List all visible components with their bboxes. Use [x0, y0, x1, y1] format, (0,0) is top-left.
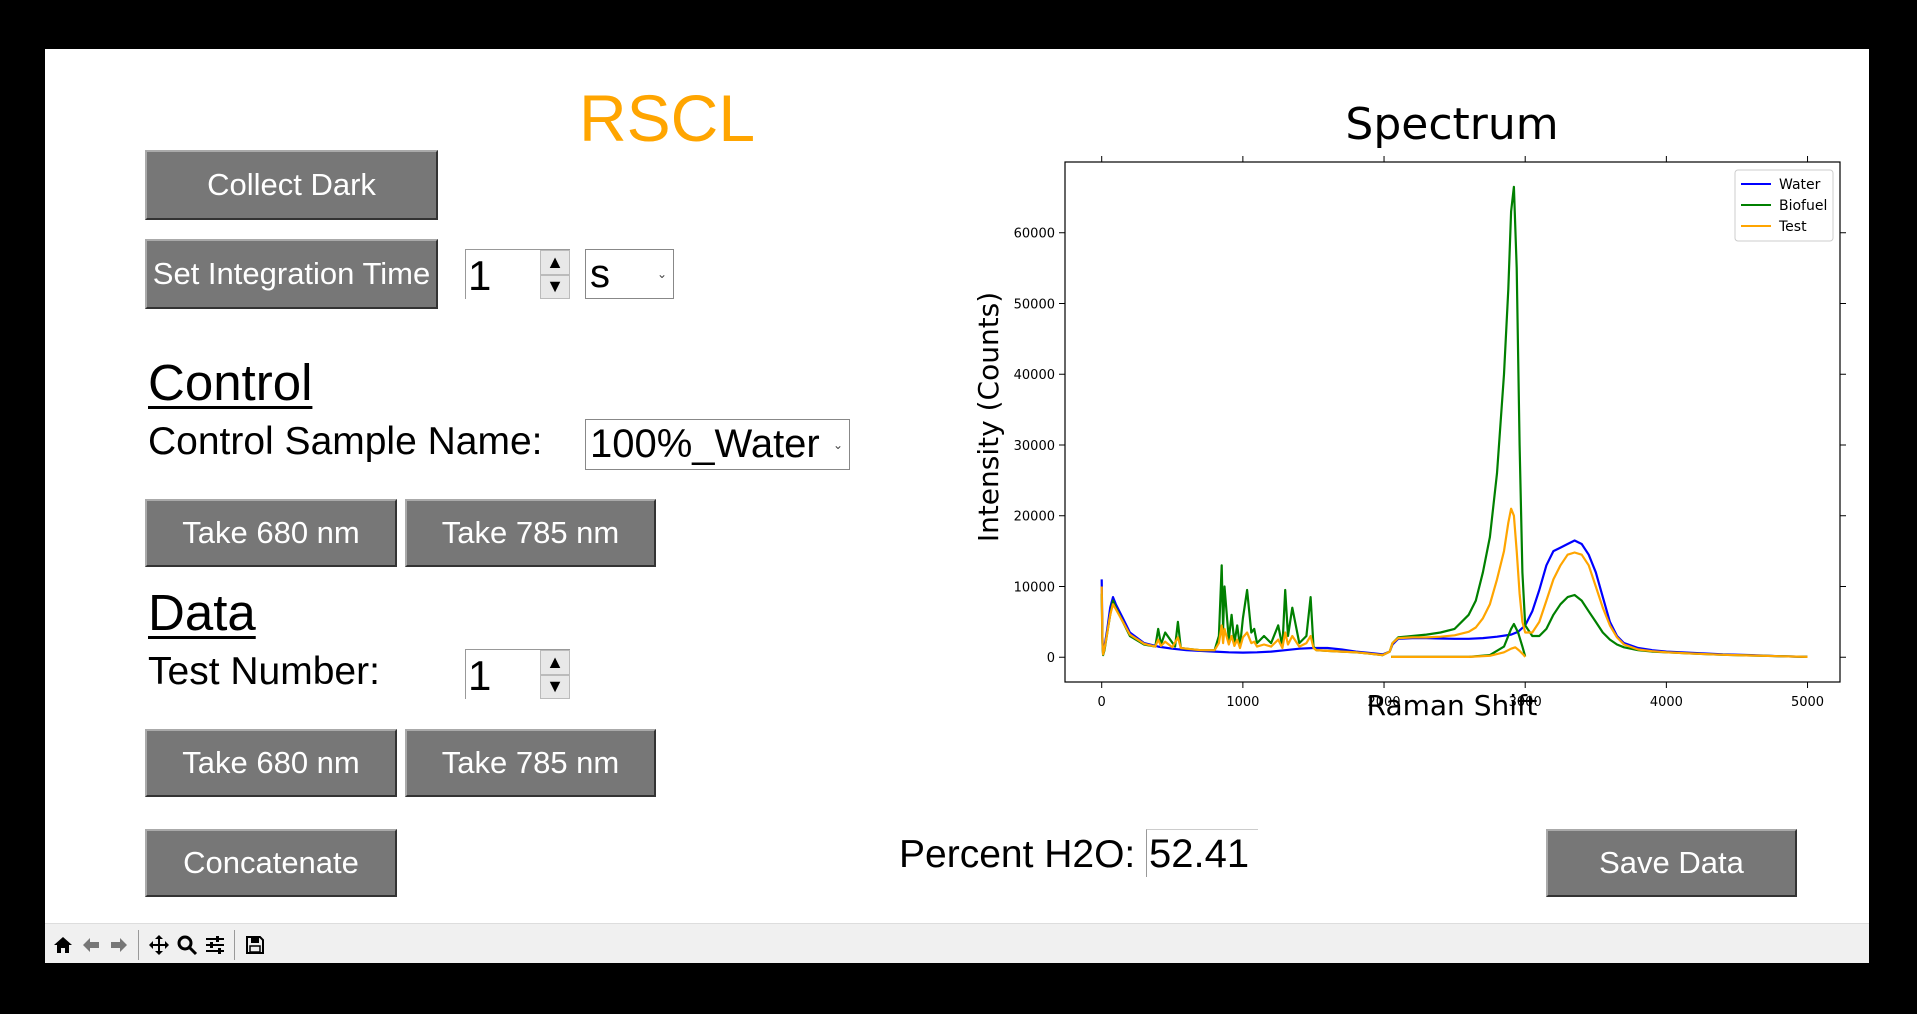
zoom-icon[interactable] — [174, 932, 200, 958]
save-data-button[interactable]: Save Data — [1546, 829, 1797, 897]
integration-time-value: 1 — [468, 252, 492, 299]
spin-arrows[interactable]: ▲ ▼ — [540, 250, 570, 299]
control-sample-name-value: 100%_Water — [590, 422, 820, 466]
percent-h2o-value: 52.41 — [1149, 832, 1250, 876]
series-line-water — [1100, 539, 1808, 658]
toolbar-separator — [138, 930, 139, 960]
concatenate-button[interactable]: Concatenate — [145, 829, 397, 897]
y-tick-label: 30000 — [1014, 439, 1055, 454]
x-tick-label: 3000 — [1509, 695, 1542, 710]
spin-arrows[interactable]: ▲ ▼ — [540, 650, 570, 699]
y-tick-label: 60000 — [1014, 227, 1055, 242]
integration-unit-value: s — [590, 252, 610, 296]
y-tick-label: 20000 — [1014, 510, 1055, 525]
forward-icon[interactable] — [106, 932, 132, 958]
chart-title: Spectrum — [1345, 99, 1558, 150]
x-tick-label: 2000 — [1367, 695, 1400, 710]
data-take-785-button[interactable]: Take 785 nm — [405, 729, 656, 797]
chart-x-label: Raman Shift — [1367, 689, 1538, 722]
legend-frame — [1734, 169, 1834, 242]
toolbar-separator — [234, 930, 235, 960]
spin-down-icon[interactable]: ▼ — [540, 674, 570, 699]
control-sample-name-select[interactable]: 100%_Water ⌄ — [585, 419, 850, 470]
chevron-down-icon: ⌄ — [656, 267, 667, 281]
legend-label: Water — [1779, 177, 1821, 193]
spin-down-icon[interactable]: ▼ — [540, 274, 570, 299]
legend-label: Biofuel — [1779, 198, 1827, 214]
legend-label: Test — [1778, 219, 1807, 235]
spin-up-icon[interactable]: ▲ — [540, 650, 570, 675]
y-tick-label: 0 — [1047, 651, 1055, 666]
matplotlib-toolbar — [45, 923, 1869, 963]
data-heading: Data — [148, 584, 256, 641]
series-line-test — [1100, 507, 1808, 658]
y-tick-label: 50000 — [1014, 297, 1055, 312]
series-line-biofuel — [1100, 185, 1808, 658]
chart-legend: Water Biofuel Test — [1734, 169, 1834, 242]
series-line-extra-4 — [1391, 646, 1527, 659]
app-title: RSCL — [579, 81, 756, 155]
percent-h2o-field: 52.41 — [1146, 829, 1258, 877]
chart-y-label: Intensity (Counts) — [972, 292, 1005, 542]
control-heading: Control — [148, 354, 313, 411]
set-integration-time-button[interactable]: Set Integration Time — [145, 239, 438, 309]
y-tick-label: 40000 — [1014, 368, 1055, 383]
data-take-680-button[interactable]: Take 680 nm — [145, 729, 397, 797]
pan-icon[interactable] — [146, 932, 172, 958]
spin-up-icon[interactable]: ▲ — [540, 250, 570, 275]
x-tick-label: 1000 — [1226, 695, 1259, 710]
control-sample-name-label: Control Sample Name: — [148, 420, 543, 463]
save-icon[interactable] — [242, 932, 268, 958]
app-window: RSCL Collect Dark Set Integration Time 1… — [45, 49, 1869, 963]
x-tick-label: 0 — [1098, 695, 1106, 710]
back-icon[interactable] — [78, 932, 104, 958]
chevron-down-icon: ⌄ — [832, 437, 843, 452]
control-take-680-button[interactable]: Take 680 nm — [145, 499, 397, 567]
plot-frame — [1064, 161, 1841, 683]
x-tick-label: 4000 — [1650, 695, 1683, 710]
control-take-785-button[interactable]: Take 785 nm — [405, 499, 656, 567]
y-tick-label: 10000 — [1014, 580, 1055, 595]
integration-unit-select[interactable]: s ⌄ — [585, 249, 674, 299]
integration-time-spinbox[interactable]: 1 ▲ ▼ — [465, 249, 570, 299]
spectrum-chart: Spectrum 0 1000 2000 3000 4000 50000100002000… — [972, 99, 1846, 722]
home-icon[interactable] — [50, 932, 76, 958]
percent-h2o-label: Percent H2O: — [899, 833, 1136, 876]
test-number-spinbox[interactable]: 1 ▲ ▼ — [465, 649, 570, 699]
test-number-value: 1 — [468, 652, 492, 699]
configure-icon[interactable] — [202, 932, 228, 958]
x-tick-label: 5000 — [1791, 695, 1824, 710]
collect-dark-button[interactable]: Collect Dark — [145, 150, 438, 220]
test-number-label: Test Number: — [148, 650, 380, 693]
